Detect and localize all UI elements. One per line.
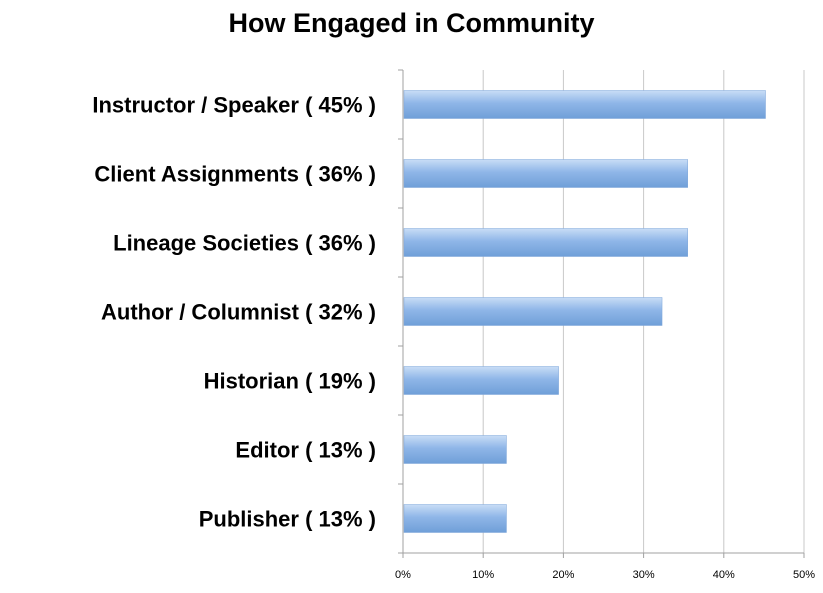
- category-label: Lineage Societies ( 36% ): [113, 231, 376, 256]
- bar: [403, 228, 688, 257]
- bar: [403, 366, 559, 395]
- axes: [398, 69, 805, 558]
- chart-title: How Engaged in Community: [228, 8, 595, 38]
- bar: [403, 435, 507, 464]
- tick-labels: 0% 10% 20% 30% 40% 50%: [395, 569, 815, 581]
- category-label: Instructor / Speaker ( 45% ): [92, 93, 376, 118]
- x-tick-label: 30%: [633, 569, 655, 581]
- x-tick-label: 10%: [472, 569, 494, 581]
- category-label: Client Assignments ( 36% ): [94, 162, 376, 187]
- bars: [403, 90, 766, 533]
- x-tick-label: 0%: [395, 569, 411, 581]
- bar: [403, 297, 663, 326]
- x-tick-label: 50%: [793, 569, 815, 581]
- x-tick-label: 20%: [552, 569, 574, 581]
- x-tick-label: 40%: [713, 569, 735, 581]
- bar: [403, 159, 688, 188]
- bar: [403, 90, 766, 119]
- category-label: Author / Columnist ( 32% ): [101, 300, 376, 325]
- category-label: Publisher ( 13% ): [199, 507, 376, 532]
- bar: [403, 504, 507, 533]
- category-labels: Instructor / Speaker ( 45% ) Client Assig…: [92, 93, 376, 532]
- category-label: Editor ( 13% ): [235, 438, 376, 463]
- category-label: Historian ( 19% ): [204, 369, 376, 394]
